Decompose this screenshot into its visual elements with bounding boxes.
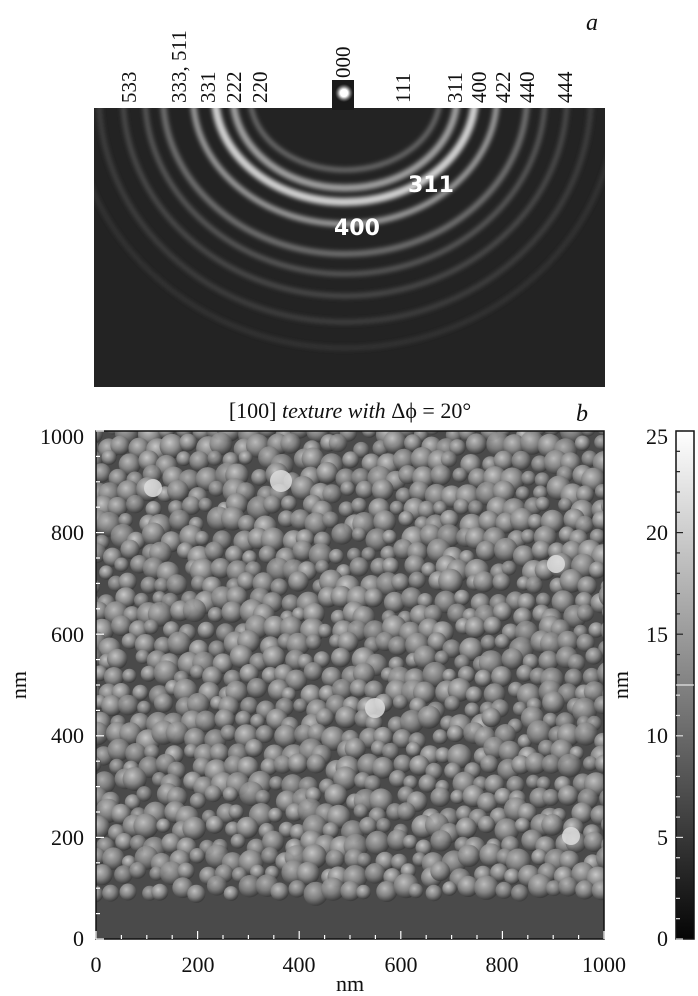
tick-marks (95, 430, 683, 940)
colorbar-tick-label: 0 (657, 926, 668, 951)
y-tick-label: 400 (51, 723, 84, 748)
ring-label: 400 (334, 216, 380, 241)
hkl-label: 440 (515, 72, 539, 104)
hkl-label: 222 (222, 72, 246, 104)
hkl-label: 111 (391, 73, 415, 103)
y-tick-label: 600 (51, 622, 84, 647)
ring-label: 311 (408, 173, 454, 198)
colorbar-tick-label: 20 (646, 520, 668, 545)
colorbar-tick-label: 10 (646, 723, 668, 748)
hkl-label: 444 (553, 71, 577, 103)
colorbar-tick-label: 5 (657, 825, 668, 850)
hkl-label: 422 (491, 72, 515, 104)
y-tick-label: 800 (51, 520, 84, 545)
hkl-label: 533 (117, 72, 141, 104)
colorbar-label: nm (608, 671, 633, 699)
hkl-index-labels: 533 333, 511 331 222 220 000 111 311 400… (117, 30, 577, 103)
title-suffix: Δϕ = 20° (391, 398, 471, 423)
panel-b-title: [100] texture with Δϕ = 20° (229, 398, 471, 423)
y-axis-label: nm (6, 671, 31, 699)
x-tick-label: 600 (385, 952, 418, 977)
colorbar-tick-label: 15 (646, 622, 668, 647)
hkl-label: 331 (196, 72, 220, 104)
x-tick-label: 1000 (582, 952, 626, 977)
y-tick-label: 200 (51, 825, 84, 850)
panel-b-label: b (576, 401, 588, 427)
hkl-label: 333, 511 (167, 30, 191, 103)
panel-a: a 533 333, 511 331 222 220 000 111 311 4… (94, 10, 605, 387)
afm-image (95, 430, 605, 940)
panel-a-label: a (586, 10, 598, 36)
colorbar-tick-label: 25 (646, 424, 668, 449)
hkl-label: 000 (331, 47, 355, 79)
x-tick-label: 800 (486, 952, 519, 977)
hkl-label: 220 (248, 72, 272, 104)
colorbar: 0 5 10 15 20 25 nm (608, 424, 695, 951)
y-tick-label: 0 (73, 926, 84, 951)
panel-b: [100] texture with Δϕ = 20° b 0 200 400 … (6, 398, 695, 996)
y-tick-label: 1000 (40, 424, 84, 449)
x-tick-label: 0 (91, 952, 102, 977)
hkl-label: 400 (467, 72, 491, 104)
title-italic: texture with (282, 398, 391, 423)
x-tick-label: 200 (182, 952, 215, 977)
x-tick-label: 400 (283, 952, 316, 977)
y-axis: 0 200 400 600 800 1000 nm (6, 424, 84, 951)
hkl-label: 311 (443, 72, 467, 103)
x-axis-label: nm (336, 971, 364, 996)
title-prefix: [100] (229, 398, 282, 423)
diffraction-pattern-image: 311 400 (94, 80, 605, 387)
x-axis: 0 200 400 600 800 1000 nm (91, 952, 627, 996)
